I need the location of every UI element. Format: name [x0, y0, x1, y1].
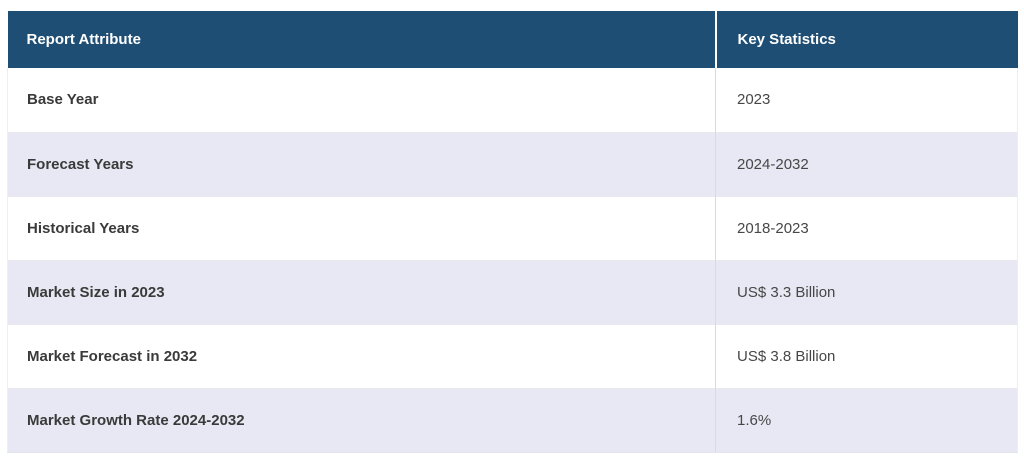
table-row: Base Year 2023 [7, 68, 1018, 132]
table-row: Forecast Years 2024-2032 [7, 131, 1018, 196]
value-cell: 2018-2023 [715, 195, 1018, 260]
value-cell: 1.6% [715, 387, 1018, 453]
attribute-cell: Market Forecast in 2032 [7, 323, 716, 388]
value-cell: 2023 [715, 68, 1018, 132]
table-row: Market Growth Rate 2024-2032 1.6% [7, 387, 1018, 453]
table-row: Historical Years 2018-2023 [7, 195, 1018, 260]
report-attributes-table: Report Attribute Key Statistics Base Yea… [7, 11, 1018, 453]
value-cell: US$ 3.3 Billion [715, 259, 1018, 324]
table-header-row: Report Attribute Key Statistics [7, 11, 1018, 68]
attribute-cell: Historical Years [7, 195, 716, 260]
report-attributes-table-container: Report Attribute Key Statistics Base Yea… [7, 11, 1018, 453]
attribute-cell: Market Size in 2023 [7, 259, 716, 324]
table-row: Market Forecast in 2032 US$ 3.8 Billion [7, 323, 1018, 388]
header-cell-key-statistics: Key Statistics [714, 11, 1018, 68]
attribute-cell: Market Growth Rate 2024-2032 [7, 387, 716, 453]
header-cell-report-attribute: Report Attribute [7, 11, 716, 68]
table-row: Market Size in 2023 US$ 3.3 Billion [7, 259, 1018, 324]
table-body: Base Year 2023 Forecast Years 2024-2032 … [7, 68, 1018, 453]
attribute-cell: Forecast Years [7, 131, 716, 196]
value-cell: 2024-2032 [715, 131, 1018, 196]
value-cell: US$ 3.8 Billion [715, 323, 1018, 388]
attribute-cell: Base Year [7, 68, 716, 132]
